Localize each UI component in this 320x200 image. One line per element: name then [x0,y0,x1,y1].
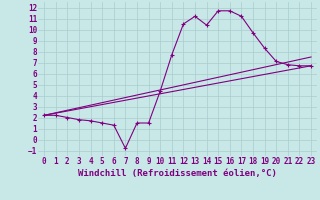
X-axis label: Windchill (Refroidissement éolien,°C): Windchill (Refroidissement éolien,°C) [78,169,277,178]
